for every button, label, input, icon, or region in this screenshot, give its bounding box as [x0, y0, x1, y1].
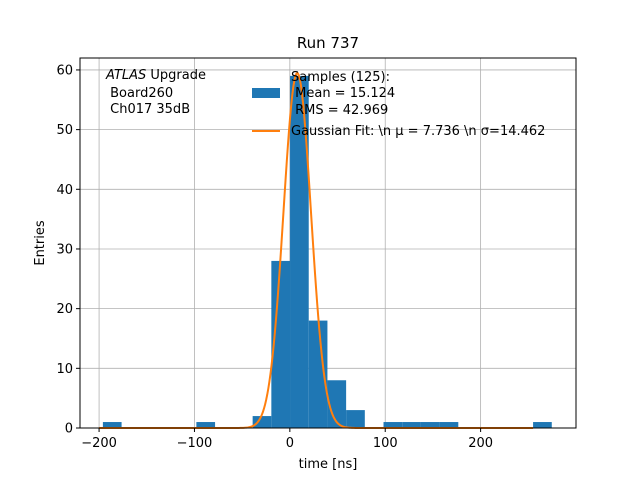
- histogram-bar: [420, 422, 440, 428]
- x-tick-label: 0: [286, 436, 294, 451]
- y-tick-label: 0: [65, 422, 73, 437]
- legend-histogram-line-1: Samples (125):: [291, 70, 390, 85]
- y-tick-label: 50: [56, 123, 73, 138]
- annotation-line-1: ATLAS Upgrade: [105, 68, 206, 83]
- atlas-annotation: ATLAS Upgrade Board260 Ch017 35dB: [105, 68, 206, 117]
- histogram-bars: [102, 75, 552, 428]
- annotation-line-3: Ch017 35dB: [106, 102, 190, 117]
- histogram-bar: [290, 75, 309, 428]
- y-axis-label: Entries: [33, 220, 48, 266]
- x-axis-label: time [ns]: [299, 457, 358, 472]
- histogram-bar: [402, 422, 421, 428]
- histogram-bar: [308, 320, 328, 428]
- histogram-bar: [196, 422, 216, 428]
- annotation-italic: ATLAS: [105, 68, 146, 83]
- histogram-bar: [252, 416, 272, 428]
- legend-histogram-swatch: [252, 88, 280, 98]
- y-tick-label: 30: [56, 242, 73, 257]
- legend: Samples (125): Mean = 15.124 RMS = 42.96…: [252, 70, 545, 139]
- legend-histogram-line-3: RMS = 42.969: [291, 103, 388, 118]
- x-tick-label: 100: [373, 436, 398, 451]
- histogram-bar: [439, 422, 459, 428]
- histogram-bar: [271, 260, 291, 428]
- y-tick-label: 10: [56, 362, 73, 377]
- legend-histogram-line-2: Mean = 15.124: [291, 86, 395, 101]
- x-tick-label: −200: [81, 436, 117, 451]
- histogram-bar: [346, 410, 365, 428]
- histogram-bar: [533, 422, 552, 428]
- chart-title: Run 737: [297, 34, 359, 52]
- x-tick-label: 200: [468, 436, 493, 451]
- annotation-line-1-rest: Upgrade: [146, 68, 206, 83]
- y-tick-label: 40: [56, 183, 73, 198]
- legend-fit-label: Gaussian Fit: \n μ = 7.736 \n σ=14.462: [291, 124, 545, 139]
- y-tick-label: 20: [56, 302, 73, 317]
- annotation-line-2: Board260: [106, 86, 173, 101]
- histogram-bar: [383, 422, 403, 428]
- plot-frame: [79, 57, 577, 429]
- axis-ticks: −200 −100 0 100 200 0 10 20 30 40 50 60: [56, 63, 493, 451]
- histogram-bar: [102, 422, 122, 428]
- y-tick-label: 60: [56, 63, 73, 78]
- x-tick-label: −100: [177, 436, 213, 451]
